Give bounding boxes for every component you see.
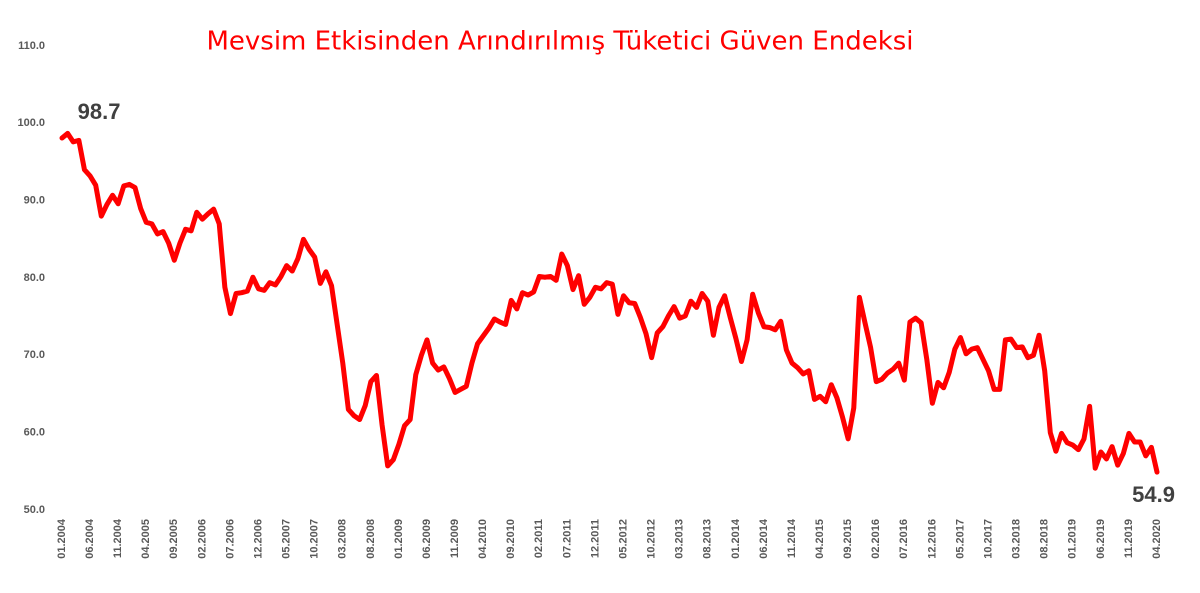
x-tick-label: 07.2016 [898,519,910,559]
x-tick-label: 12.2016 [926,519,938,559]
x-tick-label: 11.2019 [1123,519,1135,558]
x-tick-label: 02.2011 [533,519,545,558]
data-label: 98.7 [78,99,121,124]
x-tick-label: 09.2005 [168,519,180,559]
x-tick-label: 06.2004 [84,518,96,559]
y-tick-label: 50.0 [24,504,45,516]
y-tick-label: 90.0 [24,195,45,207]
y-tick-label: 110.0 [18,40,45,52]
chart-title: Mevsim Etkisinden Arındırılmış Tüketici … [206,27,913,57]
x-tick-label: 01.2009 [393,519,405,559]
data-label: 54.9 [1132,482,1175,507]
x-tick-label: 05.2007 [281,519,293,559]
line-series [59,130,1160,475]
x-tick-label: 01.2004 [56,518,68,559]
y-tick-label: 60.0 [24,427,45,439]
x-tick-label: 03.2013 [674,519,686,559]
x-tick-label: 12.2006 [252,519,264,559]
x-tick-label: 06.2009 [421,519,433,559]
x-tick-label: 08.2018 [1039,519,1051,559]
x-tick-label: 05.2012 [617,519,629,559]
x-tick-label: 08.2013 [702,519,714,559]
x-tick-label: 11.2004 [112,518,124,558]
x-tick-label: 07.2011 [561,519,573,558]
x-tick-label: 06.2014 [758,518,770,559]
y-tick-label: 70.0 [24,349,45,361]
x-tick-label: 09.2010 [505,519,517,559]
x-tick-label: 10.2012 [646,519,658,559]
x-tick-label: 01.2019 [1067,519,1079,559]
x-tick-label: 02.2006 [196,519,208,559]
y-tick-label: 100.0 [17,117,45,129]
x-tick-label: 08.2008 [365,519,377,559]
x-tick-label: 04.2020 [1151,519,1163,559]
x-tick-label: 09.2015 [842,519,854,559]
x-tick-label: 03.2008 [337,519,349,559]
x-tick-label: 01.2014 [730,518,742,559]
x-tick-label: 10.2017 [982,519,994,559]
y-tick-label: 80.0 [24,272,45,284]
x-tick-label: 04.2010 [477,519,489,559]
x-tick-label: 11.2009 [449,519,461,558]
x-tick-label: 12.2011 [589,519,601,558]
x-tick-label: 04.2005 [140,519,152,559]
x-tick-label: 10.2007 [309,519,321,559]
x-tick-label: 02.2016 [870,519,882,559]
x-tick-label: 07.2006 [224,519,236,559]
x-tick-label: 03.2018 [1011,519,1023,559]
x-tick-label: 06.2019 [1095,519,1107,559]
x-tick-label: 05.2017 [954,519,966,559]
x-tick-label: 11.2014 [786,518,798,558]
x-tick-label: 04.2015 [814,519,826,559]
